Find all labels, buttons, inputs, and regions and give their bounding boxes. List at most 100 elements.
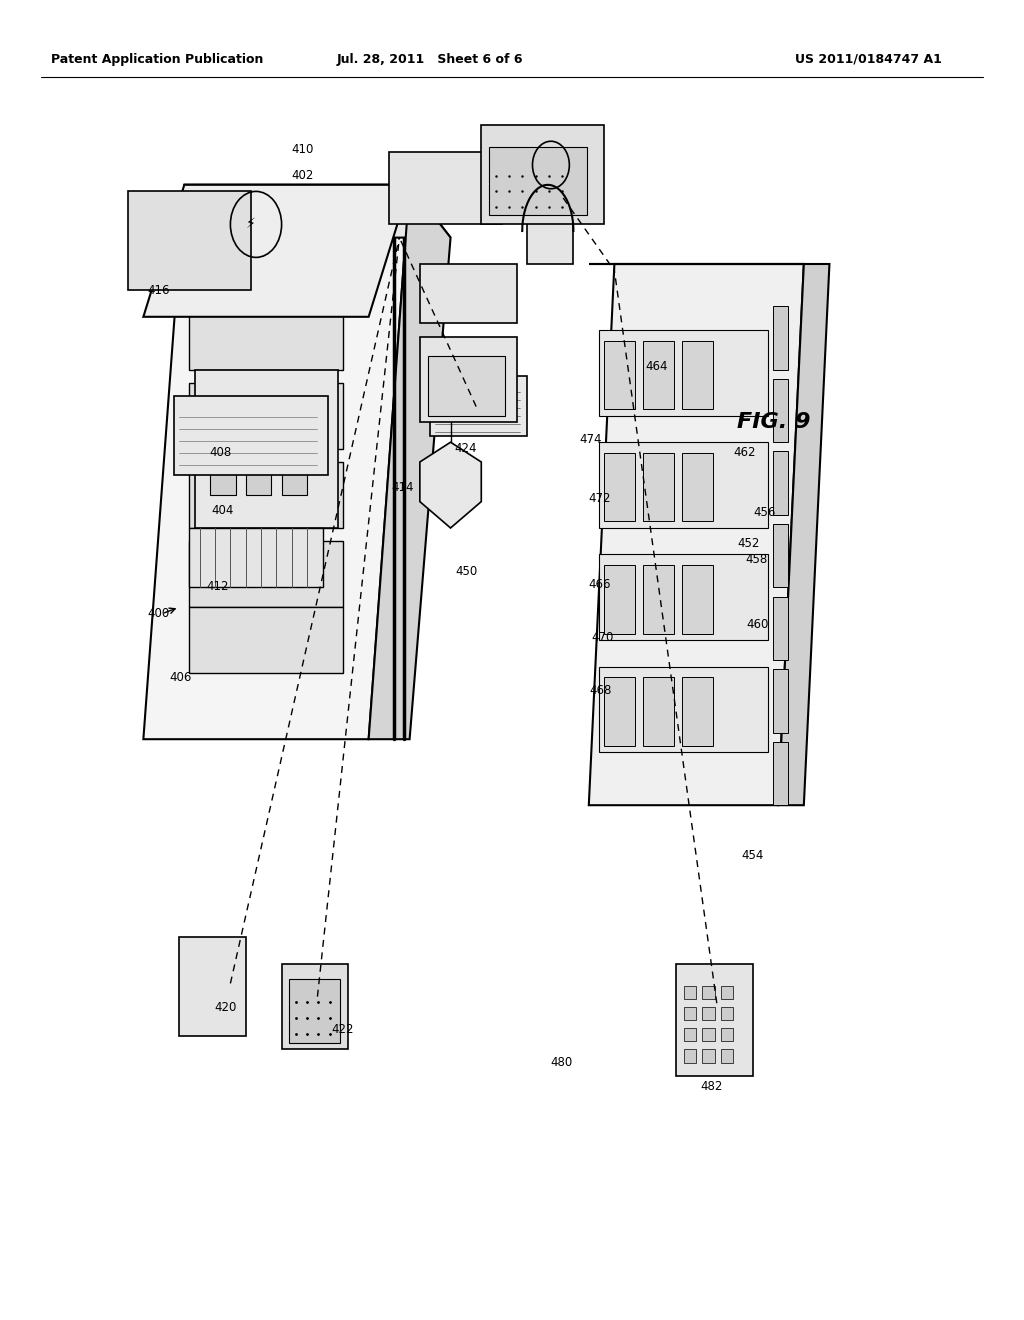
FancyBboxPatch shape [599, 330, 768, 416]
FancyBboxPatch shape [643, 565, 674, 634]
Text: 464: 464 [645, 360, 668, 374]
FancyBboxPatch shape [684, 1028, 696, 1041]
FancyBboxPatch shape [773, 524, 788, 587]
Text: ⚡: ⚡ [246, 218, 256, 231]
Text: 416: 416 [147, 284, 170, 297]
FancyBboxPatch shape [773, 669, 788, 733]
FancyBboxPatch shape [721, 1049, 733, 1063]
Polygon shape [778, 264, 829, 805]
FancyBboxPatch shape [527, 191, 573, 264]
Text: 470: 470 [591, 631, 613, 644]
FancyBboxPatch shape [189, 462, 343, 528]
FancyBboxPatch shape [599, 442, 768, 528]
FancyBboxPatch shape [682, 341, 713, 409]
FancyBboxPatch shape [289, 979, 340, 1043]
FancyBboxPatch shape [195, 370, 338, 528]
FancyBboxPatch shape [604, 453, 635, 521]
FancyBboxPatch shape [389, 152, 502, 224]
Text: 452: 452 [737, 537, 760, 550]
FancyBboxPatch shape [246, 405, 271, 442]
FancyBboxPatch shape [721, 1028, 733, 1041]
Polygon shape [589, 264, 804, 805]
FancyBboxPatch shape [430, 376, 527, 436]
Text: 414: 414 [391, 480, 414, 494]
FancyBboxPatch shape [189, 383, 343, 449]
Text: 410: 410 [291, 143, 313, 156]
Text: 404: 404 [211, 504, 233, 517]
FancyBboxPatch shape [702, 1028, 715, 1041]
Text: 466: 466 [589, 578, 611, 591]
Polygon shape [369, 185, 451, 739]
Text: 454: 454 [741, 849, 764, 862]
FancyBboxPatch shape [282, 405, 307, 442]
FancyBboxPatch shape [189, 607, 343, 673]
FancyBboxPatch shape [128, 191, 251, 290]
FancyBboxPatch shape [676, 964, 753, 1076]
FancyBboxPatch shape [721, 986, 733, 999]
FancyBboxPatch shape [481, 125, 604, 224]
FancyBboxPatch shape [210, 405, 236, 442]
FancyBboxPatch shape [684, 986, 696, 999]
Text: 474: 474 [580, 433, 602, 446]
Text: 408: 408 [209, 446, 231, 459]
FancyBboxPatch shape [643, 453, 674, 521]
FancyBboxPatch shape [773, 597, 788, 660]
Text: 480: 480 [550, 1056, 572, 1069]
Text: 402: 402 [291, 169, 313, 182]
FancyBboxPatch shape [773, 379, 788, 442]
FancyBboxPatch shape [773, 451, 788, 515]
FancyBboxPatch shape [682, 677, 713, 746]
FancyBboxPatch shape [420, 337, 517, 422]
Text: FIG. 9: FIG. 9 [737, 412, 811, 433]
Polygon shape [143, 185, 410, 739]
FancyBboxPatch shape [702, 1007, 715, 1020]
Text: 424: 424 [455, 442, 477, 455]
FancyBboxPatch shape [721, 1007, 733, 1020]
Text: 422: 422 [332, 1023, 354, 1036]
Text: 460: 460 [746, 618, 769, 631]
FancyBboxPatch shape [599, 554, 768, 640]
Polygon shape [420, 442, 481, 528]
FancyBboxPatch shape [643, 341, 674, 409]
FancyBboxPatch shape [189, 304, 343, 370]
FancyBboxPatch shape [702, 1049, 715, 1063]
Text: 400: 400 [147, 607, 170, 620]
FancyBboxPatch shape [599, 667, 768, 752]
FancyBboxPatch shape [189, 541, 343, 607]
Text: 406: 406 [169, 671, 191, 684]
FancyBboxPatch shape [189, 528, 323, 587]
Text: 458: 458 [745, 553, 768, 566]
Text: 482: 482 [700, 1080, 723, 1093]
Text: 468: 468 [589, 684, 611, 697]
FancyBboxPatch shape [682, 565, 713, 634]
FancyBboxPatch shape [282, 458, 307, 495]
FancyBboxPatch shape [682, 453, 713, 521]
FancyBboxPatch shape [684, 1049, 696, 1063]
Text: Patent Application Publication: Patent Application Publication [51, 53, 263, 66]
Polygon shape [143, 185, 410, 317]
FancyBboxPatch shape [604, 677, 635, 746]
FancyBboxPatch shape [420, 264, 517, 323]
FancyBboxPatch shape [246, 458, 271, 495]
Text: US 2011/0184747 A1: US 2011/0184747 A1 [796, 53, 942, 66]
FancyBboxPatch shape [684, 1007, 696, 1020]
FancyBboxPatch shape [179, 937, 246, 1036]
FancyBboxPatch shape [174, 396, 328, 475]
FancyBboxPatch shape [428, 356, 505, 416]
FancyBboxPatch shape [773, 306, 788, 370]
FancyBboxPatch shape [489, 147, 587, 215]
FancyBboxPatch shape [604, 341, 635, 409]
Text: 420: 420 [214, 1001, 237, 1014]
Text: 412: 412 [207, 579, 229, 593]
Text: Jul. 28, 2011   Sheet 6 of 6: Jul. 28, 2011 Sheet 6 of 6 [337, 53, 523, 66]
FancyBboxPatch shape [702, 986, 715, 999]
FancyBboxPatch shape [210, 458, 236, 495]
Text: 462: 462 [733, 446, 756, 459]
FancyBboxPatch shape [643, 677, 674, 746]
FancyBboxPatch shape [282, 964, 348, 1049]
Text: 450: 450 [456, 565, 478, 578]
FancyBboxPatch shape [773, 742, 788, 805]
Polygon shape [184, 185, 451, 238]
Text: 456: 456 [754, 506, 776, 519]
Text: 472: 472 [589, 492, 611, 506]
